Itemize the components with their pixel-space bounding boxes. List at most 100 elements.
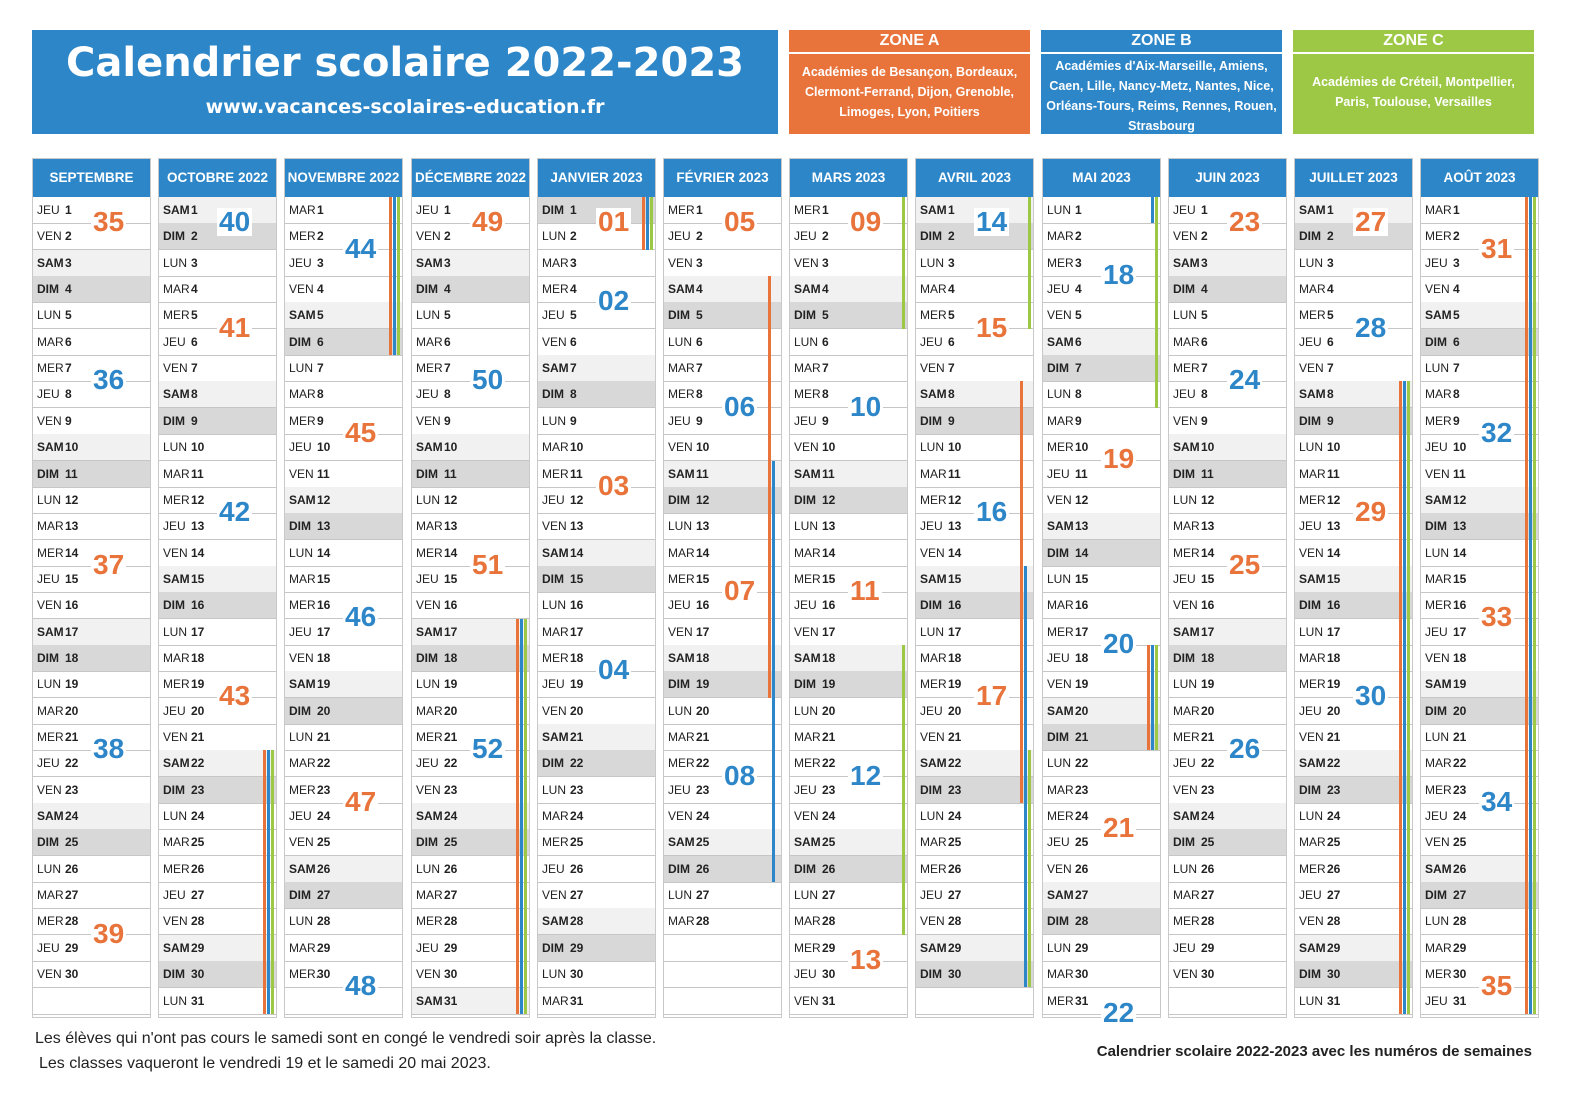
day-name: LUN: [1299, 624, 1324, 639]
day-number: 3: [948, 255, 955, 270]
day-name: DIM: [1425, 519, 1447, 534]
day-row: LUN 12: [412, 487, 529, 514]
day-row: LUN 10: [159, 434, 276, 462]
day-row: MAR 11: [159, 461, 276, 488]
day-number: 1: [948, 203, 955, 217]
day-name: VEN: [1299, 361, 1324, 376]
week-number: 23: [1227, 206, 1263, 238]
day-name: JEU: [542, 861, 565, 876]
empty-row: [916, 988, 1033, 1015]
website-url[interactable]: www.vacances-scolaires-education.fr: [205, 96, 605, 118]
day-row: VEN 27: [538, 882, 655, 910]
day-row: SAM 17: [1169, 618, 1286, 646]
week-number: 18: [1101, 258, 1137, 290]
day-row: DIM 7: [1043, 355, 1160, 383]
day-number: 19: [822, 677, 836, 692]
day-number: 19: [1075, 677, 1089, 692]
day-number: 8: [1075, 387, 1082, 402]
day-number: 24: [822, 809, 836, 824]
day-number: 21: [822, 730, 836, 744]
day-number: 21: [191, 730, 205, 744]
day-name: JEU: [920, 519, 943, 534]
day-row: DIM 27: [285, 882, 402, 910]
day-name: DIM: [920, 413, 942, 428]
day-name: LUN: [416, 308, 441, 323]
day-row: MAR 18: [1295, 645, 1412, 672]
day-row: JEU 29: [1169, 935, 1286, 962]
day-number: 23: [1327, 782, 1341, 797]
day-row: VEN 9: [33, 408, 150, 435]
day-row: MAR 1: [1421, 197, 1538, 224]
day-row: JEU 30: [790, 961, 907, 989]
day-number: 20: [1453, 703, 1467, 718]
day-number: 9: [1075, 413, 1082, 428]
day-row: JEU 15: [33, 566, 150, 593]
day-name: JEU: [542, 492, 565, 507]
day-name: JEU: [37, 756, 60, 771]
week-number: 38: [91, 733, 127, 765]
day-row: DIM 9: [159, 407, 276, 435]
day-name: MAR: [920, 835, 947, 850]
day-name: LUN: [1425, 361, 1450, 376]
day-number: 12: [317, 492, 331, 507]
day-number: 15: [948, 571, 962, 586]
day-name: DIM: [416, 835, 438, 850]
day-row: VEN 28: [159, 908, 276, 936]
day-number: 18: [948, 650, 962, 665]
day-name: MER: [163, 861, 190, 876]
day-number: 2: [1201, 229, 1208, 244]
day-name: MAR: [542, 255, 569, 270]
day-number: 19: [570, 677, 584, 692]
day-row: SAM 7: [538, 355, 655, 383]
day-row: SAM 8: [159, 381, 276, 409]
day-number: 13: [570, 519, 584, 534]
month-column: JANVIER 2023 DIM 1 LUN 2 MAR 3 MER 4 JEU 5 VEN 6 SAM 7…: [537, 158, 656, 1018]
day-number: 7: [317, 361, 324, 376]
holiday-bar-zone-a: [389, 197, 392, 356]
day-name: LUN: [1173, 308, 1198, 323]
day-name: DIM: [542, 203, 564, 217]
day-number: 27: [317, 888, 331, 903]
day-row: SAM 21: [538, 724, 655, 751]
day-name: VEN: [542, 703, 567, 718]
day-row: LUN 10: [916, 434, 1033, 462]
day-number: 23: [1201, 782, 1215, 797]
day-name: MAR: [794, 545, 821, 560]
day-name: VEN: [1299, 545, 1324, 560]
day-row: SAM 22: [159, 750, 276, 778]
holiday-bar-zone-a: [1020, 381, 1023, 804]
day-row: VEN 7: [159, 355, 276, 383]
day-name: DIM: [1299, 413, 1321, 428]
day-number: 15: [696, 571, 710, 586]
day-number: 29: [1201, 940, 1215, 955]
day-row: VEN 26: [1043, 856, 1160, 883]
day-name: VEN: [416, 229, 441, 244]
day-name: LUN: [1173, 492, 1198, 507]
day-number: 29: [822, 940, 836, 955]
day-name: JEU: [1047, 835, 1070, 850]
day-row: DIM 21: [1043, 724, 1160, 751]
day-row: SAM 10: [1169, 434, 1286, 462]
day-name: SAM: [37, 809, 64, 824]
day-row: JEU 13: [1295, 513, 1412, 541]
day-number: 20: [444, 703, 458, 718]
day-name: DIM: [542, 940, 564, 955]
day-name: MER: [794, 571, 821, 586]
day-number: 22: [696, 756, 710, 771]
day-number: 6: [317, 334, 324, 349]
month-header: DÉCEMBRE 2022: [412, 159, 529, 197]
day-row: LUN 27: [664, 882, 781, 910]
day-number: 17: [696, 624, 710, 639]
day-number: 26: [191, 861, 205, 876]
day-name: MAR: [1299, 835, 1326, 850]
day-number: 31: [1453, 993, 1467, 1008]
day-name: LUN: [794, 888, 819, 903]
day-number: 26: [1201, 861, 1215, 876]
day-number: 28: [1327, 914, 1341, 929]
day-name: DIM: [1047, 361, 1069, 376]
day-number: 17: [570, 624, 584, 639]
day-row: JEU 9: [664, 408, 781, 435]
week-number: 44: [343, 232, 379, 264]
month-header: JANVIER 2023: [538, 159, 655, 197]
week-number: 29: [1353, 496, 1389, 528]
